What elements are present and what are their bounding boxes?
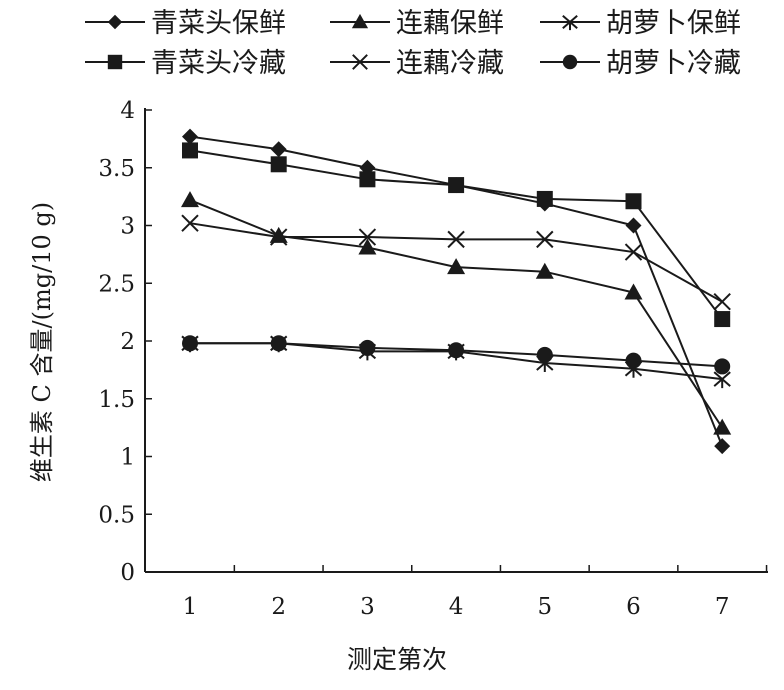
- triangle-marker: [713, 418, 732, 435]
- square-marker: [107, 54, 123, 70]
- x-marker: [447, 230, 465, 249]
- x-tick-label: 6: [626, 594, 641, 620]
- legend-item: 青菜头冷藏: [85, 48, 286, 79]
- legend-item: 连藕保鲜: [330, 8, 504, 39]
- plot-area: [181, 128, 732, 455]
- series-3: [182, 142, 731, 328]
- diamond-marker: [182, 128, 198, 145]
- circle-marker: [182, 335, 198, 352]
- y-tick-label: 0: [120, 560, 135, 586]
- x-tick-label: 7: [715, 594, 730, 620]
- series-4: [181, 214, 731, 311]
- diamond-marker: [625, 217, 642, 234]
- asterisk-marker: [713, 371, 731, 389]
- triangle-marker: [269, 226, 288, 243]
- legend-item: 青菜头保鲜: [85, 8, 286, 39]
- x-tick-label: 2: [271, 594, 286, 620]
- circle-marker: [359, 339, 376, 356]
- series-line: [189, 199, 724, 429]
- legend-label: 胡萝卜冷藏: [606, 48, 741, 79]
- y-tick-label: 3: [120, 214, 135, 240]
- x-marker: [713, 293, 731, 311]
- x-tick-label: 5: [537, 594, 552, 620]
- square-marker: [448, 177, 465, 194]
- triangle-marker: [358, 238, 377, 255]
- y-tick-label: 3.5: [98, 156, 135, 182]
- y-tick-label: 1: [120, 445, 135, 471]
- x-marker: [624, 243, 643, 261]
- y-tick-label: 2.5: [98, 271, 135, 297]
- x-marker: [536, 230, 554, 249]
- square-marker: [182, 142, 198, 159]
- triangle-marker: [447, 258, 466, 275]
- circle-marker: [625, 352, 642, 369]
- x-marker: [352, 54, 368, 70]
- diamond-marker: [270, 141, 287, 158]
- legend-item: 胡萝卜保鲜: [540, 8, 741, 39]
- axes: 0 0.5 1 1.5 2 2.5 3 3.5 4 1 2 3 4 5 6 7: [98, 98, 768, 620]
- square-marker: [270, 156, 287, 173]
- x-tick-label: 1: [183, 594, 198, 620]
- legend-label: 青菜头保鲜: [151, 8, 286, 39]
- square-marker: [625, 193, 642, 210]
- diamond-marker: [107, 14, 123, 30]
- square-marker: [536, 190, 553, 207]
- y-tick-label: 1.5: [98, 387, 135, 413]
- square-marker: [359, 171, 376, 188]
- y-tick-label: 2: [120, 329, 135, 355]
- circle-marker: [448, 342, 465, 359]
- triangle-marker: [624, 283, 643, 300]
- circle-marker: [562, 54, 578, 70]
- triangle-marker: [535, 262, 554, 279]
- legend-label: 连藕冷藏: [396, 48, 504, 79]
- square-marker: [714, 311, 731, 328]
- x-marker: [269, 228, 288, 246]
- x-tick-label: 4: [449, 594, 464, 620]
- legend-label: 连藕保鲜: [396, 8, 504, 39]
- circle-marker: [270, 335, 287, 352]
- triangle-marker: [181, 191, 199, 208]
- diamond-marker: [714, 438, 731, 455]
- x-axis-label: 测定第次: [347, 645, 447, 674]
- y-tick-label: 4: [120, 98, 135, 124]
- y-tick-label: 0.5: [98, 502, 135, 528]
- asterisk-marker: [562, 14, 578, 31]
- legend-label: 青菜头冷藏: [151, 48, 286, 79]
- circle-marker: [536, 346, 553, 363]
- legend-item: 胡萝卜冷藏: [540, 48, 741, 79]
- x-marker: [181, 214, 199, 232]
- triangle-marker: [351, 13, 369, 29]
- circle-marker: [714, 358, 731, 375]
- legend-label: 胡萝卜保鲜: [606, 8, 741, 39]
- x-marker: [358, 228, 377, 246]
- series-5: [182, 335, 731, 375]
- series-1: [181, 191, 732, 435]
- y-axis-label: 维生素 C 含量/(mg/10 g): [28, 202, 56, 482]
- legend-item: 连藕冷藏: [330, 48, 504, 79]
- x-tick-label: 3: [360, 594, 375, 620]
